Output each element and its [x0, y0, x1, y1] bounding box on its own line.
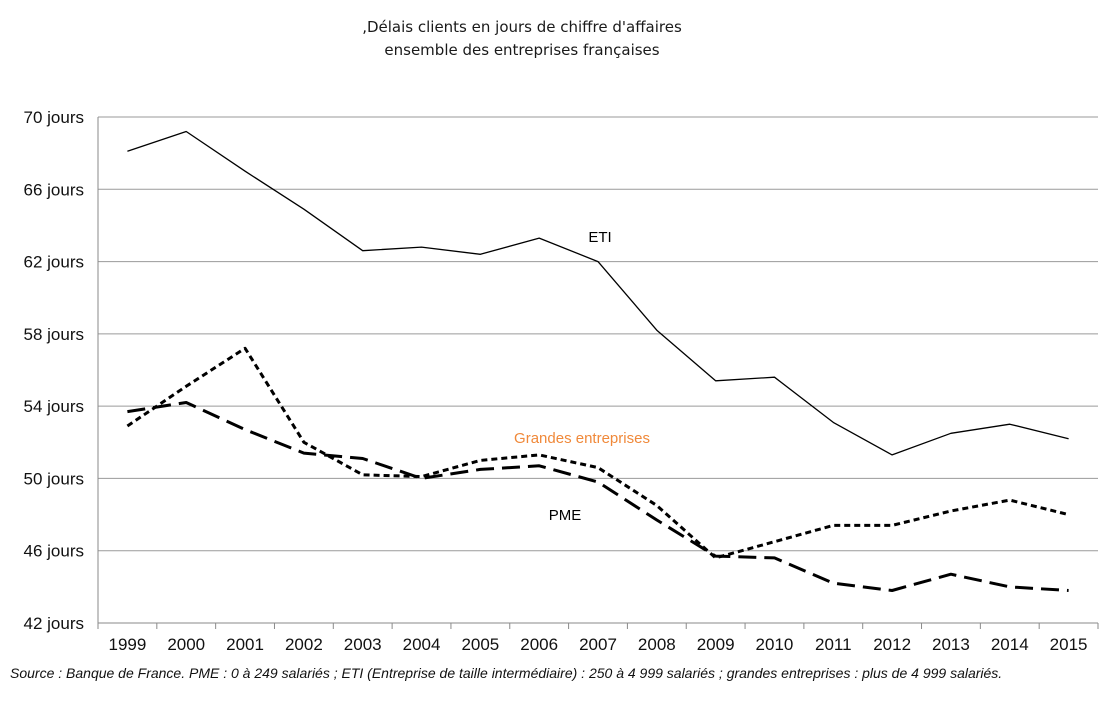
- series-label-pme: PME: [549, 507, 582, 524]
- y-tick-label: 42 jours: [24, 614, 84, 633]
- x-tick-label: 1999: [108, 635, 146, 654]
- x-tick-label: 2013: [932, 635, 970, 654]
- series-label-grandes-entreprises: Grandes entreprises: [514, 430, 650, 447]
- x-tick-label: 2006: [520, 635, 558, 654]
- y-tick-label: 62 jours: [24, 253, 84, 272]
- x-tick-label: 2000: [167, 635, 205, 654]
- y-axis-tick-labels: 42 jours 46 jours 50 jours 54 jours 58 jours…: [24, 108, 84, 633]
- axes: [97, 117, 1099, 629]
- y-tick-label: 66 jours: [24, 180, 84, 199]
- x-tick-label: 2009: [697, 635, 735, 654]
- y-tick-label: 58 jours: [24, 325, 84, 344]
- chart-title-line-1: ,Délais clients en jours de chiffre d'af…: [362, 18, 682, 36]
- x-tick-label: 2010: [756, 635, 794, 654]
- x-tick-label: 2012: [873, 635, 911, 654]
- y-tick-label: 54 jours: [24, 397, 84, 416]
- x-tick-label: 2003: [344, 635, 382, 654]
- series-line-pme: [127, 401, 1069, 592]
- x-tick-label: 2014: [991, 635, 1029, 654]
- y-tick-label: 50 jours: [24, 469, 84, 488]
- x-tick-label: 2011: [815, 635, 852, 654]
- x-axis-tick-labels: 1999 2000 2001 2002 2003 2004 2005 2006 2007 2008…: [108, 635, 1087, 654]
- series-label-eti: ETI: [588, 229, 611, 246]
- x-tick-label: 2004: [403, 635, 441, 654]
- y-tick-label: 46 jours: [24, 542, 84, 561]
- series-lines: [126, 130, 1069, 592]
- x-tick-label: 2007: [579, 635, 617, 654]
- gridlines: [98, 116, 1098, 552]
- x-tick-label: 2008: [638, 635, 676, 654]
- x-tick-label: 2001: [226, 635, 264, 654]
- source-note: Source : Banque de France. PME : 0 à 249…: [10, 665, 1002, 681]
- series-line-grandes-entreprises: [126, 346, 1069, 560]
- x-tick-label: 2015: [1050, 635, 1088, 654]
- x-tick-label: 2005: [461, 635, 499, 654]
- series-line-eti: [127, 130, 1069, 456]
- y-tick-label: 70 jours: [24, 108, 84, 127]
- x-tick-label: 2002: [285, 635, 323, 654]
- chart-title-line-2: ensemble des entreprises françaises: [384, 41, 659, 59]
